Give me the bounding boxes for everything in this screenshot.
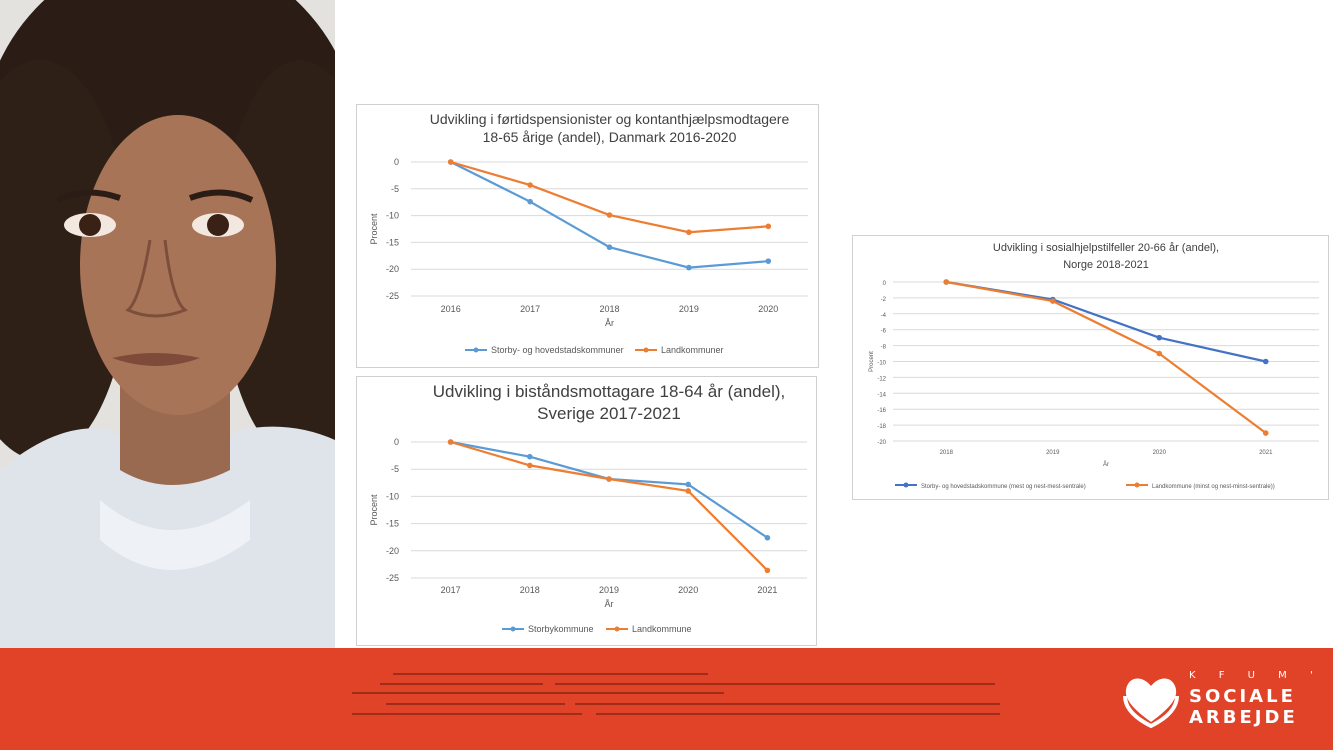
y-tick-label: -10 (386, 491, 399, 501)
logo-text-sociale: SOCIALE (1189, 686, 1296, 707)
data-point (764, 534, 771, 541)
data-point (765, 223, 772, 230)
kfum-logo: K F U M ' S SOCIALE ARBEJDE (1121, 670, 1333, 728)
data-point (527, 462, 533, 469)
data-point (765, 258, 772, 264)
y-tick-label: -8 (881, 345, 887, 351)
portrait-photo (0, 0, 335, 648)
y-tick-label: 0 (883, 281, 887, 287)
data-point (686, 264, 692, 271)
x-tick-label: 2019 (599, 585, 619, 595)
chart-title-line: Udvikling i førtidspensionister og konta… (430, 111, 790, 127)
x-axis-label: År (1103, 461, 1109, 468)
x-tick-label: 2020 (758, 304, 778, 314)
data-point (527, 453, 533, 460)
x-tick-label: 2017 (520, 304, 540, 314)
y-tick-label: -4 (881, 313, 887, 319)
series-line-2 (946, 280, 1267, 434)
heart-hands-icon (1123, 678, 1179, 728)
chart-title-line: Udvikling i sosialhjelpstilfeller 20-66 … (993, 242, 1219, 254)
legend-marker (643, 347, 649, 353)
chart-title-line: 18-65 årige (andel), Danmark 2016-2020 (483, 129, 737, 145)
legend-label: Landkommune (632, 624, 692, 634)
legend-marker (1134, 482, 1140, 488)
y-tick-label: -15 (386, 519, 399, 529)
y-tick-label: -25 (386, 573, 399, 583)
x-tick-label: 2021 (1259, 450, 1273, 456)
x-axis-label: År (605, 599, 614, 609)
x-tick-label: 2018 (940, 450, 954, 456)
y-tick-label: -5 (391, 464, 399, 474)
y-tick-label: -14 (877, 392, 886, 398)
data-point (527, 198, 533, 205)
data-point (606, 476, 612, 482)
data-point (1262, 358, 1269, 365)
y-axis-label: Procent (869, 351, 875, 372)
data-point (527, 182, 533, 188)
data-point (447, 439, 454, 445)
y-tick-label: -10 (877, 361, 886, 367)
legend-marker (473, 347, 479, 353)
y-tick-label: -25 (386, 291, 399, 301)
y-tick-label: -20 (877, 440, 886, 446)
legend-label: Landkommune (minst og nest-minst-sentral… (1152, 484, 1275, 490)
y-tick-label: -20 (386, 264, 399, 274)
chart-sweden: Udvikling i biståndsmottagare 18-64 år (… (356, 376, 817, 646)
logo-text-arbejde: ARBEJDE (1189, 707, 1298, 728)
chart-denmark: Udvikling i førtidspensionister og konta… (356, 104, 819, 368)
y-tick-label: 0 (394, 437, 399, 447)
data-point (943, 279, 950, 285)
y-tick-label: -5 (391, 184, 399, 194)
y-tick-label: -18 (877, 424, 886, 430)
x-tick-label: 2020 (1153, 450, 1167, 456)
x-tick-label: 2018 (599, 304, 619, 314)
chart-title-line: Udvikling i biståndsmottagare 18-64 år (… (433, 382, 785, 401)
x-tick-label: 2017 (441, 585, 461, 595)
y-tick-label: -2 (881, 297, 887, 303)
footer-decor-lines (352, 673, 1000, 715)
x-axis-label: År (605, 318, 614, 328)
data-point (1262, 430, 1269, 436)
footer-bar: K F U M ' S SOCIALE ARBEJDE (0, 648, 1333, 750)
x-tick-label: 2019 (1046, 450, 1060, 456)
x-tick-label: 2020 (678, 585, 698, 595)
series-line-1 (946, 280, 1266, 363)
data-point (685, 488, 691, 494)
x-tick-label: 2019 (679, 304, 699, 314)
data-point (1156, 334, 1163, 341)
legend-marker (510, 626, 516, 632)
legend-marker (614, 626, 620, 632)
legend-label: Storby- og hovedstadskommune (mest og ne… (921, 484, 1086, 490)
chart-title-line: Norge 2018-2021 (1063, 259, 1149, 271)
chart-norway: Udvikling i sosialhjelpstilfeller 20-66 … (852, 235, 1329, 500)
y-tick-label: 0 (394, 157, 399, 167)
series-line-2 (450, 160, 769, 234)
y-tick-label: -6 (881, 329, 887, 335)
y-tick-label: -10 (386, 211, 399, 221)
data-point (686, 229, 692, 236)
x-tick-label: 2016 (441, 304, 461, 314)
y-tick-label: -12 (877, 376, 886, 382)
data-point (606, 212, 613, 218)
data-point (764, 567, 771, 574)
legend-label: Storby- og hovedstadskommuner (491, 345, 624, 355)
data-point (447, 159, 454, 165)
chart-title-line: Sverige 2017-2021 (537, 404, 681, 423)
y-axis-label: Procent (369, 213, 379, 245)
logo-text-kfums: K F U M ' S (1189, 670, 1333, 681)
legend-label: Landkommuner (661, 345, 724, 355)
y-tick-label: -16 (877, 408, 886, 414)
data-point (685, 481, 691, 488)
legend-label: Storbykommune (528, 624, 594, 634)
data-point (606, 244, 613, 251)
data-point (1156, 350, 1163, 357)
y-tick-label: -15 (386, 237, 399, 247)
y-axis-label: Procent (369, 494, 379, 526)
legend-marker (903, 482, 909, 488)
x-tick-label: 2021 (757, 585, 777, 595)
y-tick-label: -20 (386, 546, 399, 556)
x-tick-label: 2018 (520, 585, 540, 595)
data-point (1049, 298, 1056, 304)
